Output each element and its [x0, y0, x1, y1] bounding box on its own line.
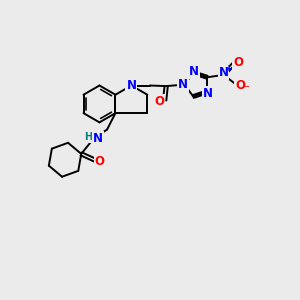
- Text: N: N: [126, 79, 136, 92]
- Text: N: N: [218, 66, 229, 79]
- Text: N: N: [93, 132, 103, 145]
- Text: O: O: [95, 155, 105, 168]
- Text: H: H: [84, 132, 92, 142]
- Text: +: +: [225, 64, 233, 74]
- Text: O: O: [233, 56, 243, 69]
- Text: ⁻: ⁻: [243, 84, 249, 94]
- Text: O: O: [154, 95, 164, 108]
- Text: O: O: [235, 80, 245, 92]
- Text: N: N: [203, 87, 213, 100]
- Text: N: N: [178, 78, 188, 91]
- Text: N: N: [189, 65, 199, 78]
